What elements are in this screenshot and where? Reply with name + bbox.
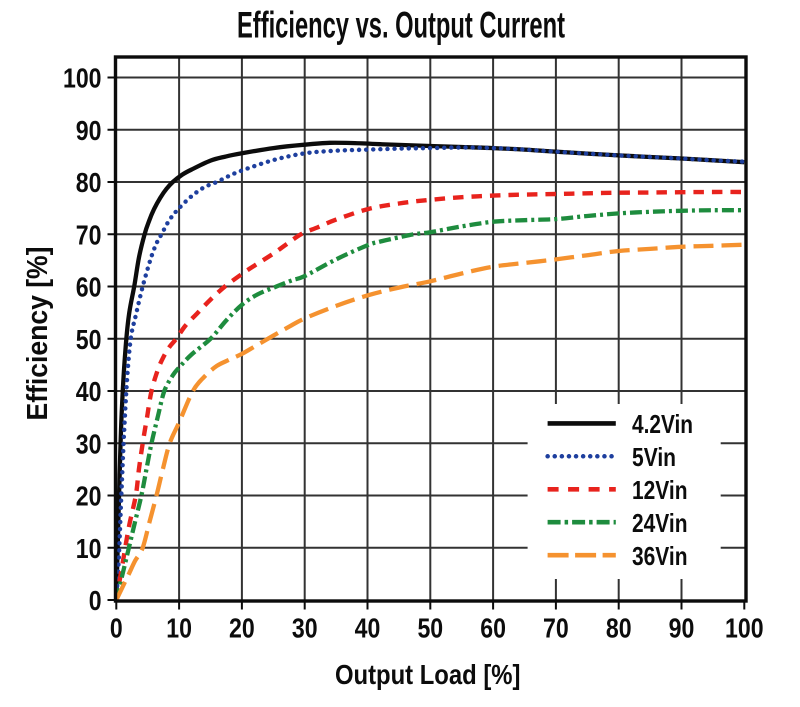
- svg-text:60: 60: [480, 611, 506, 643]
- svg-text:30: 30: [292, 611, 318, 643]
- svg-text:20: 20: [76, 480, 102, 512]
- svg-text:80: 80: [76, 166, 102, 198]
- svg-text:24Vin: 24Vin: [632, 508, 688, 538]
- svg-text:12Vin: 12Vin: [632, 475, 688, 505]
- svg-text:20: 20: [229, 611, 255, 643]
- svg-text:10: 10: [166, 611, 192, 643]
- svg-text:80: 80: [606, 611, 632, 643]
- svg-text:60: 60: [76, 271, 102, 303]
- svg-text:0: 0: [110, 611, 123, 643]
- svg-text:Efficiency [%]: Efficiency [%]: [22, 247, 54, 421]
- svg-text:5Vin: 5Vin: [632, 442, 676, 472]
- svg-text:0: 0: [89, 584, 102, 616]
- svg-text:100: 100: [63, 62, 102, 94]
- svg-text:50: 50: [76, 323, 102, 355]
- svg-text:4.2Vin: 4.2Vin: [632, 409, 693, 439]
- svg-text:40: 40: [355, 611, 381, 643]
- svg-text:50: 50: [417, 611, 443, 643]
- svg-text:36Vin: 36Vin: [632, 541, 688, 571]
- svg-text:Output Load [%]: Output Load [%]: [335, 659, 521, 690]
- svg-text:90: 90: [76, 114, 102, 146]
- svg-text:40: 40: [76, 375, 102, 407]
- svg-text:30: 30: [76, 427, 102, 459]
- svg-text:90: 90: [669, 611, 695, 643]
- svg-text:70: 70: [543, 611, 569, 643]
- svg-text:100: 100: [725, 611, 764, 643]
- svg-text:70: 70: [76, 218, 102, 250]
- svg-text:10: 10: [76, 532, 102, 564]
- svg-text:Efficiency vs. Output Current: Efficiency vs. Output Current: [237, 4, 565, 46]
